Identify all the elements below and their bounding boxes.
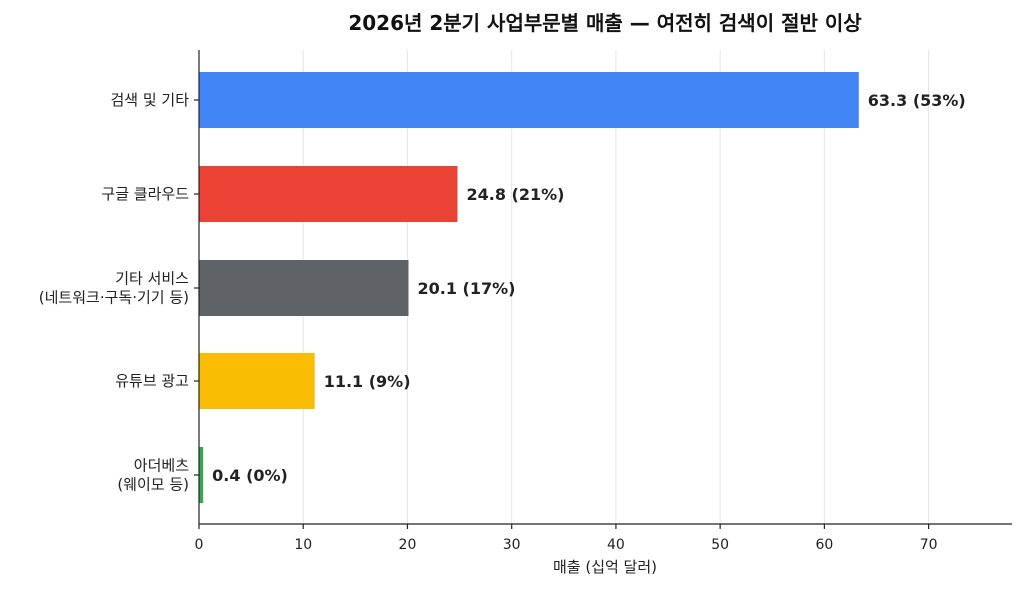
x-axis-label: 매출 (십억 달러) <box>553 558 657 576</box>
x-tick-label-40: 40 <box>607 537 625 553</box>
bar-0 <box>199 72 859 128</box>
bar-4 <box>199 447 204 503</box>
chart-title: 2026년 2분기 사업부문별 매출 — 여전히 검색이 절반 이상 <box>348 11 862 35</box>
x-tick-label-0: 0 <box>195 537 204 553</box>
data-label-0: 63.3 (53%) <box>868 91 966 110</box>
bars <box>199 72 859 503</box>
data-label-3: 11.1 (9%) <box>324 372 411 391</box>
bar-2 <box>199 260 409 316</box>
x-tick-label-50: 50 <box>711 537 729 553</box>
grid-lines <box>302 50 930 524</box>
category-label-0-0: 검색 및 기타 <box>110 91 189 109</box>
data-label-4: 0.4 (0%) <box>212 466 288 485</box>
data-label-2: 20.1 (17%) <box>418 279 516 298</box>
category-label-1-0: 구글 클라우드 <box>101 185 189 203</box>
x-tick-label-30: 30 <box>503 537 521 553</box>
x-tick-label-20: 20 <box>399 537 417 553</box>
data-label-1: 24.8 (21%) <box>466 185 564 204</box>
category-label-2-1: (네트워크·구독·기기 등) <box>39 289 189 307</box>
bar-3 <box>199 353 315 409</box>
x-tick-label-10: 10 <box>294 537 312 553</box>
x-tick-label-60: 60 <box>815 537 833 553</box>
x-tick-label-70: 70 <box>920 537 938 553</box>
category-label-4-0: 아더베츠 <box>134 457 189 475</box>
category-label-3-0: 유튜브 광고 <box>115 372 189 390</box>
category-label-4-1: (웨이모 등) <box>117 476 189 494</box>
axes: 0 10 20 30 40 50 60 70 <box>194 50 1012 553</box>
category-label-2-0: 기타 서비스 <box>115 270 189 288</box>
bar-1 <box>199 166 458 222</box>
data-labels: 63.3 (53%) 24.8 (21%) 20.1 (17%) 11.1 (9%) 0… <box>212 91 966 485</box>
